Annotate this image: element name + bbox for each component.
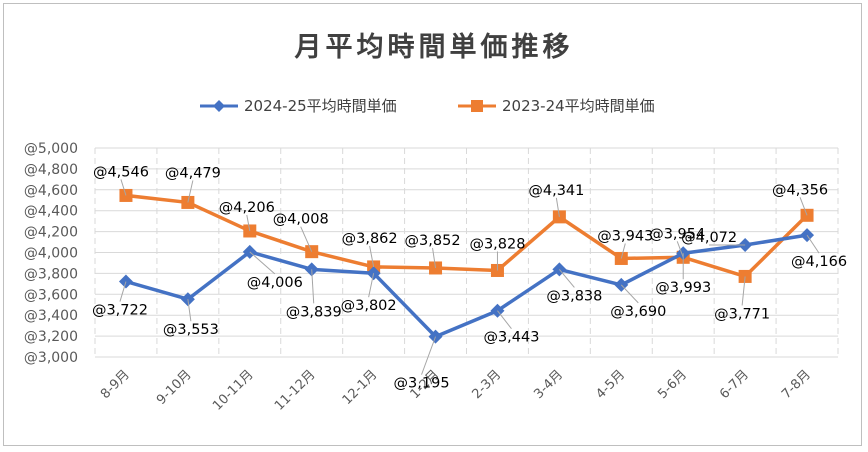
data-label: @4,008 <box>273 212 329 228</box>
data-label: @3,690 <box>610 304 666 320</box>
series-line <box>125 233 808 339</box>
label-leader <box>120 179 127 196</box>
label-leader <box>555 197 560 217</box>
x-tick-label: 2-3月 <box>469 367 504 402</box>
data-label: @3,722 <box>92 303 148 319</box>
y-tick-label: @5,000 <box>24 141 78 157</box>
data-label: @3,954 <box>649 226 705 242</box>
data-label: @4,341 <box>528 183 584 199</box>
data-label: @4,546 <box>93 164 149 180</box>
y-tick-label: @4,000 <box>24 246 78 262</box>
label-leader <box>300 226 313 252</box>
series-line <box>125 193 809 279</box>
label-leader <box>421 336 437 375</box>
label-leader <box>676 241 684 258</box>
chart-title: 月平均時間単価推移 <box>294 31 574 63</box>
data-label: @3,862 <box>342 231 398 247</box>
data-label: @4,206 <box>219 200 275 216</box>
x-tick-label: 3-4月 <box>531 367 566 402</box>
data-label: @4,072 <box>681 230 737 246</box>
x-tick-label: 5-6月 <box>655 367 690 402</box>
label-leader <box>249 251 276 275</box>
legend: 2024-25平均時間単価 2023-24平均時間単価 <box>200 97 655 115</box>
x-tick-label: 8-9月 <box>98 367 133 402</box>
y-tick-label: @4,200 <box>24 225 78 241</box>
x-tick-label: 6-7月 <box>717 367 752 402</box>
legend-marker <box>213 100 225 112</box>
x-tick-label: 7-8月 <box>779 367 814 402</box>
y-tick-label: @3,600 <box>24 287 78 303</box>
data-label: @4,166 <box>791 254 847 270</box>
data-label: @3,443 <box>483 330 539 346</box>
data-label: @4,356 <box>772 182 828 198</box>
label-leader <box>119 281 127 302</box>
label-leader <box>432 247 437 269</box>
data-label: @3,852 <box>405 233 461 249</box>
y-tick-label: @4,600 <box>24 183 78 199</box>
label-leader <box>799 197 808 216</box>
data-label: @3,771 <box>714 306 770 322</box>
data-label: @3,553 <box>163 322 219 338</box>
y-tick-label: @4,400 <box>24 204 78 220</box>
label-leader <box>246 214 251 232</box>
label-leader <box>806 234 820 254</box>
data-label: @3,943 <box>597 228 653 244</box>
label-leader <box>187 180 194 203</box>
label-leader <box>311 269 315 304</box>
label-leader <box>620 284 639 304</box>
chart-area <box>3 3 862 446</box>
x-tick-label: 4-5月 <box>593 367 628 402</box>
data-label: @3,839 <box>286 304 342 320</box>
gridlines <box>94 147 839 358</box>
y-tick-label: @3,800 <box>24 266 78 282</box>
data-label: @3,802 <box>341 298 397 314</box>
data-label: @3,195 <box>394 376 450 392</box>
label-leader <box>558 269 575 288</box>
y-tick-label: @3,000 <box>24 350 78 366</box>
x-tick-label: 10-11月 <box>210 367 257 414</box>
label-leader <box>620 243 626 259</box>
label-leader <box>368 273 375 298</box>
legend-label: 2024-25平均時間単価 <box>244 97 397 115</box>
label-leader <box>187 299 192 322</box>
label-leader <box>741 276 746 306</box>
data-label: @3,838 <box>546 288 602 304</box>
data-labels: @3,722 @3,553 @4,006 @3,839@3,802 @3,195 @3,4… <box>92 164 847 391</box>
data-point <box>243 224 257 238</box>
data-label: @4,479 <box>165 165 221 181</box>
data-label: @4,006 <box>247 275 303 291</box>
y-tick-label: @3,200 <box>24 329 78 345</box>
y-tick-label: @4,800 <box>24 162 78 178</box>
x-axis: 8-9月 9-10月 10-11月 11-12月 12-1月 1-2月 2-3月 3-4月 4-… <box>98 367 814 414</box>
legend-label: 2023-24平均時間単価 <box>502 97 655 115</box>
label-leader <box>369 245 375 268</box>
data-label: @3,993 <box>655 280 711 296</box>
data-point <box>119 188 133 202</box>
y-tick-label: @3,400 <box>24 308 78 324</box>
x-tick-label: 9-10月 <box>154 367 195 408</box>
label-leader <box>497 310 512 330</box>
x-tick-label: 11-12月 <box>272 367 319 414</box>
y-axis: @3,000 @3,200 @3,400 @3,600 @3,800 @4,000 @4,2… <box>24 141 78 366</box>
legend-marker <box>471 100 483 112</box>
x-tick-label: 12-1月 <box>340 367 381 408</box>
data-label: @3,828 <box>469 236 525 252</box>
